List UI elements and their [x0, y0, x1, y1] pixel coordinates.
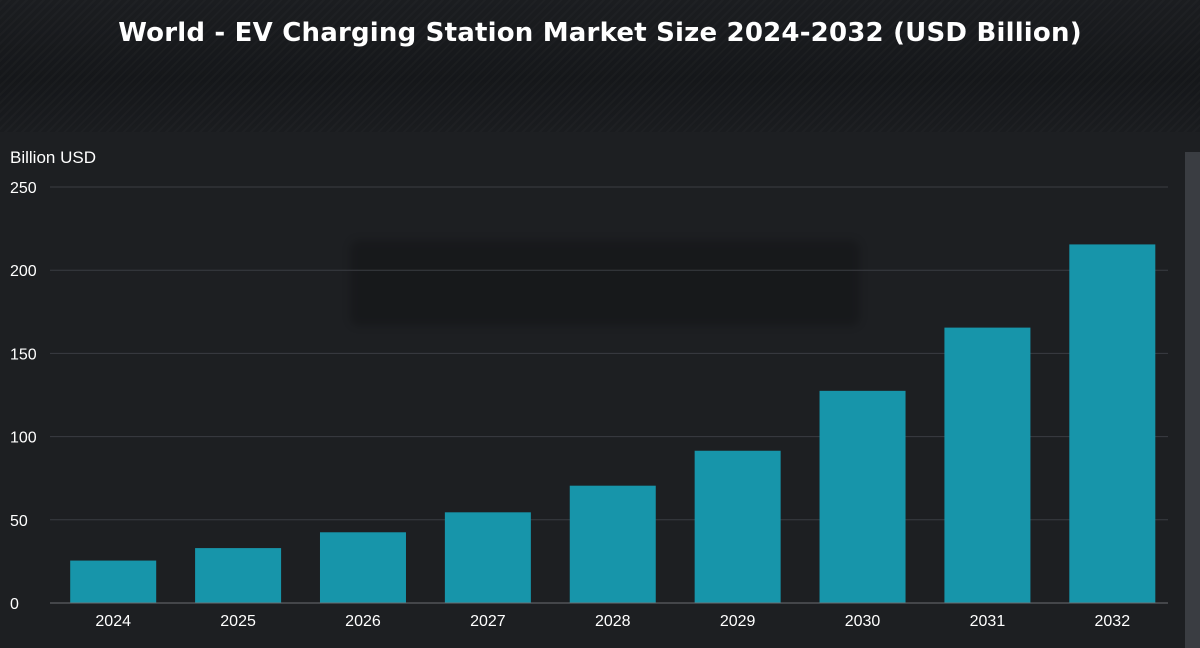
bar-2029[interactable]: [694, 450, 781, 603]
x-tick-label: 2032: [1095, 613, 1131, 630]
x-tick-label: 2027: [470, 613, 506, 630]
bar-2032[interactable]: [1069, 244, 1156, 603]
bar-2025[interactable]: [195, 548, 282, 603]
x-tick-label: 2030: [845, 613, 881, 630]
bar-2026[interactable]: [319, 532, 406, 603]
y-tick-label: 0: [10, 596, 19, 613]
y-tick-label: 200: [10, 263, 37, 280]
x-tick-labels: 2024 2025 2026 2027 2028 2029 2030 2031 2032: [95, 613, 1130, 630]
chart-title: World - EV Charging Station Market Size …: [118, 18, 1082, 48]
x-tick-label: 2026: [345, 613, 381, 630]
x-tick-label: 2025: [220, 613, 256, 630]
y-tick-labels: 0 50 100 150 200 250: [10, 180, 37, 613]
bar-2030[interactable]: [819, 390, 906, 603]
y-tick-label: 250: [10, 180, 37, 197]
watermark-logo: [350, 240, 860, 326]
x-tick-label: 2029: [720, 613, 756, 630]
bar-2031[interactable]: [944, 327, 1031, 603]
y-tick-label: 100: [10, 430, 37, 447]
bars: [70, 244, 1156, 603]
vertical-scrollbar[interactable]: [1185, 152, 1200, 648]
y-axis-label: Billion USD: [10, 148, 96, 167]
bar-2024[interactable]: [70, 560, 157, 603]
x-tick-label: 2031: [970, 613, 1006, 630]
bar-2028[interactable]: [569, 485, 656, 603]
bar-2027[interactable]: [444, 512, 531, 603]
header-band: [0, 0, 1200, 132]
x-tick-label: 2028: [595, 613, 631, 630]
y-tick-label: 50: [10, 513, 28, 530]
y-tick-label: 150: [10, 346, 37, 363]
x-tick-label: 2024: [95, 613, 131, 630]
